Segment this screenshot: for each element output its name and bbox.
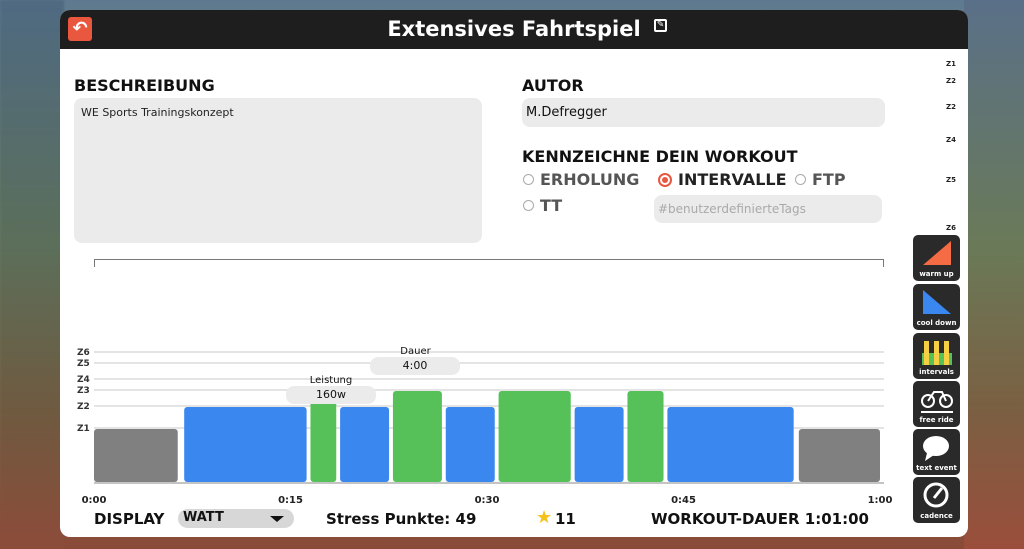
footer-bar: DISPLAY WATT Stress Punkte: 49 ★ 11 WORK… [60, 508, 968, 532]
zone-axis-label: Z6 [77, 348, 90, 358]
tag-radio-label: TT [540, 196, 563, 215]
author-label: AUTOR [522, 76, 584, 95]
tool-label: cool down [916, 319, 957, 327]
tool-label: cadence [920, 512, 953, 520]
star-count: 11 [555, 510, 576, 528]
cadence-icon [923, 482, 949, 508]
time-axis-label: 0:30 [475, 495, 500, 506]
intervals-icon [922, 341, 952, 365]
back-button[interactable]: ↶ [68, 17, 92, 41]
title-bar: ↶ Extensives Fahrtspiel ✎ [60, 10, 968, 49]
zone-button-z6[interactable]: Z6 [913, 187, 960, 233]
workout-editor-panel: ↶ Extensives Fahrtspiel ✎ BESCHREIBUNG W… [60, 10, 968, 537]
workout-segment[interactable] [94, 429, 178, 482]
back-arrow-icon: ↶ [72, 18, 88, 39]
edit-icon[interactable]: ✎ [654, 19, 667, 32]
time-axis-label: 1:00 [868, 495, 893, 506]
power-tooltip-title: Leistung [309, 375, 353, 386]
cadence-button[interactable]: cadence [913, 477, 960, 523]
workout-segment[interactable] [574, 407, 624, 482]
radio-circle-icon [523, 174, 534, 185]
zone-axis-label: Z3 [77, 386, 90, 396]
tag-workout-label: KENNZEICHNE DEIN WORKOUT [522, 147, 798, 166]
tool-label: free ride [919, 416, 954, 424]
background-right [964, 0, 1024, 549]
zone-label: Z1 [946, 60, 956, 68]
tag-radio-label: INTERVALLE [678, 170, 787, 189]
cool-down-button[interactable]: cool down [913, 284, 960, 330]
chevron-down-icon [270, 516, 284, 522]
radio-selected-icon [658, 172, 672, 187]
zone-button-z2[interactable]: Z2 [913, 69, 960, 86]
display-label: DISPLAY [94, 510, 165, 528]
workout-duration: WORKOUT-DAUER 1:01:00 [651, 510, 869, 528]
workout-segment[interactable] [627, 391, 664, 482]
tag-radio-ftp[interactable]: FTP [795, 170, 846, 189]
description-textarea[interactable]: WE Sports Trainingskonzept [74, 98, 482, 243]
time-axis-label: 0:00 [82, 495, 107, 506]
workout-segment[interactable] [184, 407, 307, 482]
custom-tags-input[interactable] [654, 195, 882, 223]
cool-down-icon [923, 290, 951, 314]
time-axis-label: 0:15 [278, 495, 303, 506]
tag-radio-label: FTP [812, 170, 846, 189]
radio-circle-icon [523, 200, 534, 211]
display-select-value: WATT [183, 510, 224, 525]
speech-bubble-icon [923, 436, 949, 461]
tag-radio-erholung[interactable]: ERHOLUNG [523, 170, 639, 189]
warm-up-icon [923, 241, 951, 265]
zone-label: Z2 [946, 77, 956, 85]
workout-segment[interactable] [667, 407, 794, 482]
background-left [0, 0, 64, 549]
workout-segment[interactable] [498, 391, 571, 482]
workout-title[interactable]: Extensives Fahrtspiel [387, 17, 641, 41]
graph-top-bracket [94, 259, 884, 267]
duration-tooltip-value: 4:00 [370, 357, 460, 375]
zone-label: Z5 [946, 176, 956, 184]
workout-segment[interactable] [445, 407, 495, 482]
zone-label: Z2 [946, 103, 956, 111]
duration-tooltip-title: Dauer [400, 346, 431, 357]
zone-axis-label: Z2 [77, 402, 90, 412]
description-label: BESCHREIBUNG [74, 76, 215, 95]
tool-label: warm up [919, 270, 954, 278]
workout-segment[interactable] [392, 391, 442, 482]
zone-button-z3[interactable]: Z2 [913, 88, 960, 112]
star-icon: ★ [536, 507, 553, 528]
zone-button-z1[interactable]: Z1 [913, 60, 960, 69]
tag-radio-tt[interactable]: TT [523, 196, 562, 215]
zone-button-z4[interactable]: Z4 [913, 114, 960, 145]
zone-label: Z6 [946, 224, 956, 232]
radio-circle-icon [795, 174, 806, 185]
author-field[interactable]: M.Defregger [522, 98, 885, 127]
time-axis-label: 0:45 [671, 495, 696, 506]
zone-label: Z4 [946, 136, 956, 144]
zone-axis-label: Z5 [77, 359, 90, 369]
stress-points: Stress Punkte: 49 [326, 510, 477, 528]
zone-button-z5[interactable]: Z5 [913, 147, 960, 185]
warm-up-button[interactable]: warm up [913, 235, 960, 281]
tag-radio-label: ERHOLUNG [540, 170, 640, 189]
workout-segment[interactable] [798, 429, 880, 482]
bicycle-icon [921, 391, 953, 413]
zone-axis-label: Z4 [77, 375, 90, 385]
display-select[interactable]: WATT [178, 509, 294, 528]
power-tooltip-value: 160w [286, 386, 376, 404]
workout-segment[interactable] [310, 391, 337, 482]
intervals-button[interactable]: intervals [913, 333, 960, 379]
tag-radio-intervalle[interactable]: INTERVALLE [658, 170, 787, 189]
workout-segment[interactable] [340, 407, 390, 482]
tool-label: text event [916, 464, 957, 472]
zone-axis-label: Z1 [77, 424, 90, 434]
text-event-button[interactable]: text event [913, 429, 960, 475]
free-ride-button[interactable]: free ride [913, 381, 960, 427]
tool-label: intervals [919, 368, 954, 376]
